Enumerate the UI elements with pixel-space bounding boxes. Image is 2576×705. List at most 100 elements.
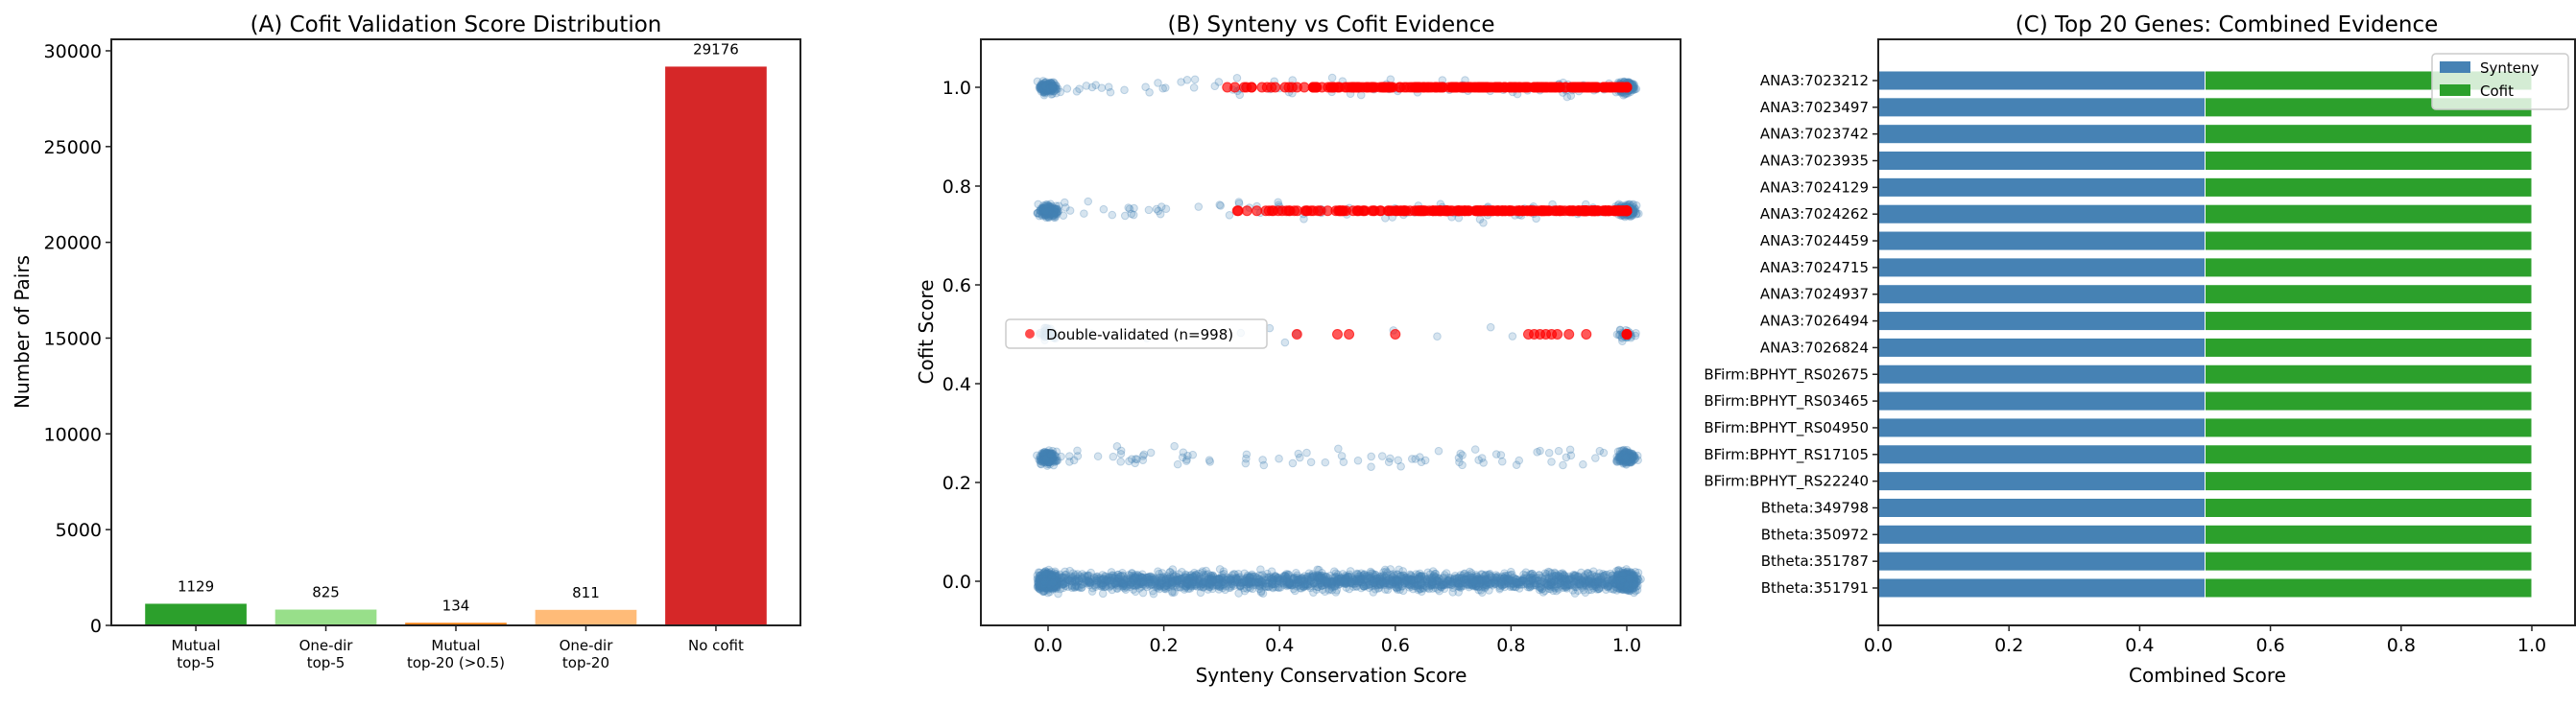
- data-point: [1293, 206, 1302, 216]
- data-point: [1475, 586, 1483, 594]
- x-tick-label: No cofit: [688, 637, 744, 654]
- data-point: [1225, 575, 1232, 582]
- panel-b-ylabel: Cofit Score: [915, 279, 938, 384]
- data-point: [1060, 212, 1067, 220]
- data-point: [1382, 572, 1390, 579]
- data-point: [1411, 82, 1420, 92]
- data-point: [1493, 82, 1503, 92]
- data-point: [1580, 460, 1587, 468]
- data-point: [1317, 82, 1326, 92]
- data-point: [1205, 580, 1213, 588]
- data-point: [1316, 206, 1325, 216]
- data-point: [1235, 199, 1243, 206]
- data-point: [1146, 88, 1154, 96]
- data-point: [1083, 82, 1090, 90]
- data-point: [1147, 449, 1155, 457]
- data-point: [1342, 82, 1351, 92]
- data-point: [1476, 216, 1484, 223]
- data-point: [1230, 82, 1240, 92]
- data-point: [1262, 579, 1270, 587]
- data-point: [1333, 82, 1343, 92]
- data-point: [1079, 576, 1086, 583]
- data-point: [1333, 330, 1343, 340]
- data-point: [1457, 450, 1465, 458]
- bar-data-label: 134: [442, 597, 470, 614]
- data-point: [1092, 82, 1100, 89]
- data-point: [1066, 458, 1074, 466]
- bar-1: [275, 610, 377, 625]
- data-point: [1430, 206, 1440, 216]
- data-point: [1261, 206, 1271, 216]
- data-point: [1040, 578, 1048, 586]
- data-point: [1447, 82, 1457, 92]
- data-point: [1061, 199, 1068, 206]
- data-point: [1498, 458, 1506, 465]
- data-point: [1040, 569, 1048, 576]
- y-tick-label: 10000: [44, 424, 102, 445]
- bar-data-label: 825: [312, 584, 340, 601]
- data-point: [1551, 569, 1559, 576]
- data-point: [1049, 579, 1057, 587]
- data-point: [1274, 206, 1283, 216]
- data-point: [1454, 577, 1462, 585]
- bar-3: [536, 610, 637, 625]
- data-point: [1508, 568, 1515, 576]
- panel-a-title: (A) Cofit Validation Score Distribution: [250, 12, 662, 37]
- data-point: [1216, 566, 1224, 574]
- data-point: [1619, 576, 1627, 584]
- data-point: [1233, 75, 1241, 82]
- data-point: [1384, 82, 1394, 92]
- data-point: [1368, 463, 1375, 471]
- data-point: [1543, 582, 1551, 590]
- data-point: [1308, 82, 1318, 92]
- data-point: [1130, 581, 1137, 589]
- data-point: [1561, 581, 1568, 589]
- panel-b-scatter: (B) Synteny vs Cofit Evidence Synteny Co…: [915, 12, 1681, 687]
- data-point: [1419, 206, 1429, 216]
- data-point: [1168, 581, 1176, 589]
- data-point: [1507, 206, 1516, 216]
- data-point: [1243, 455, 1251, 462]
- data-point: [1418, 580, 1425, 588]
- data-point: [1370, 578, 1377, 586]
- data-point: [1569, 82, 1579, 92]
- data-point: [1299, 576, 1306, 583]
- data-point: [1109, 453, 1117, 460]
- data-point: [1300, 216, 1308, 223]
- data-point: [1235, 590, 1243, 598]
- data-point: [1592, 455, 1600, 462]
- data-point: [1515, 457, 1523, 464]
- data-point: [1368, 453, 1375, 460]
- data-point: [1085, 198, 1092, 205]
- data-point: [1610, 206, 1619, 216]
- data-point: [1577, 582, 1585, 590]
- data-point: [1226, 211, 1233, 219]
- data-point: [1161, 583, 1169, 591]
- data-point: [1333, 586, 1341, 594]
- data-point: [1386, 581, 1394, 589]
- data-point: [1566, 206, 1576, 216]
- data-point: [1292, 330, 1301, 340]
- data-point: [1551, 206, 1561, 216]
- data-point: [1600, 449, 1608, 457]
- data-point: [1354, 457, 1362, 464]
- data-point: [1526, 584, 1534, 592]
- data-point: [1584, 82, 1593, 92]
- double-validated-points: [1223, 82, 1632, 340]
- data-point: [1368, 82, 1377, 92]
- data-point: [1258, 572, 1266, 579]
- panel-a-bar-chart: (A) Cofit Validation Score Distribution …: [11, 12, 800, 671]
- data-point: [1139, 453, 1147, 460]
- bar-4: [665, 66, 767, 625]
- data-point: [1078, 584, 1085, 592]
- data-point: [1481, 82, 1491, 92]
- data-point: [1171, 442, 1179, 450]
- data-point: [1191, 76, 1199, 83]
- data-point: [1443, 206, 1452, 216]
- data-point: [1203, 567, 1210, 575]
- data-point: [1525, 206, 1535, 216]
- y-tick-label: 0: [90, 616, 102, 637]
- data-point: [1563, 93, 1571, 101]
- data-point: [1058, 453, 1065, 460]
- data-point: [1543, 575, 1551, 582]
